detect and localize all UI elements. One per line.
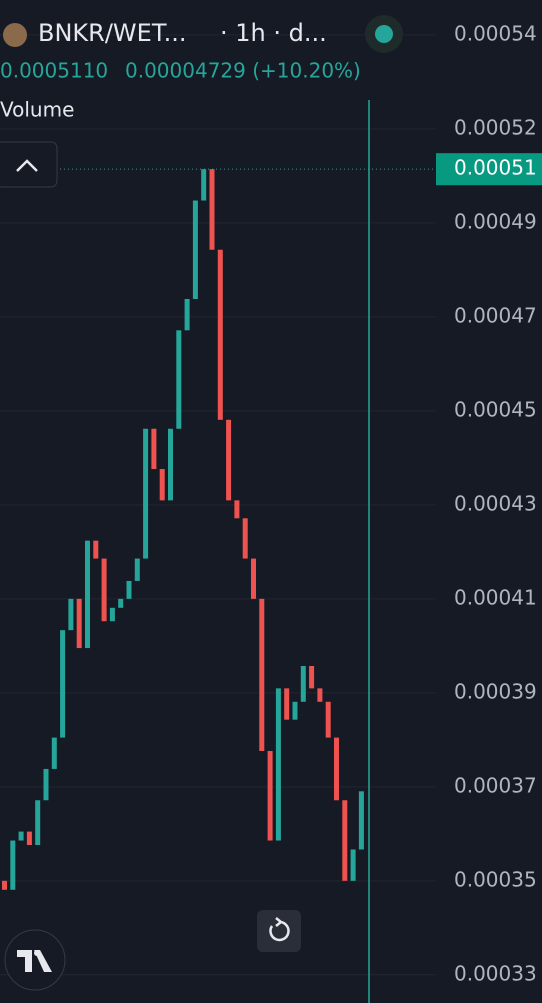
candle-body <box>209 169 215 250</box>
candle-body <box>259 598 265 752</box>
candle-body <box>35 800 41 846</box>
candle-body <box>192 200 198 299</box>
candle-body <box>51 737 57 769</box>
candle-body <box>60 630 66 738</box>
candle-body <box>109 607 115 622</box>
candle-body <box>350 849 356 881</box>
candle-body <box>342 800 348 881</box>
candle-body <box>159 469 165 501</box>
y-tick-label: 0.00047 <box>454 303 537 327</box>
candle-body <box>217 249 223 420</box>
candle-body <box>76 598 82 649</box>
candle-body <box>284 688 290 720</box>
y-tick-label: 0.00045 <box>454 397 537 421</box>
logo <box>17 950 52 972</box>
candle-body <box>93 540 99 559</box>
y-tick-label: 0.00052 <box>454 115 537 139</box>
candle-body <box>317 688 323 702</box>
y-tick-label: 0.00054 <box>454 21 537 45</box>
candle-body <box>201 169 207 201</box>
candle-body <box>168 428 173 501</box>
candle-body <box>234 500 240 519</box>
token-icon <box>3 23 27 47</box>
candle-body <box>292 701 298 720</box>
candle-body <box>85 540 90 649</box>
candle-body <box>18 831 24 841</box>
candle-body <box>358 791 364 850</box>
change: 0.00004729 (+10.20%) <box>125 59 361 83</box>
candle-body <box>226 419 232 501</box>
logo-bg[interactable] <box>4 929 66 991</box>
reset-icon <box>269 920 290 942</box>
candle-body <box>334 737 339 801</box>
candle-body <box>10 840 16 890</box>
candle-body <box>118 598 124 608</box>
candle-body <box>309 665 315 689</box>
candle-body <box>242 518 248 559</box>
y-tick-label: 0.00041 <box>454 585 537 609</box>
indicator: Volume <box>0 98 74 122</box>
y-tick-label: 0.00035 <box>454 867 537 891</box>
candle-body <box>267 751 273 841</box>
candle-body <box>176 330 182 429</box>
reset-button[interactable] <box>257 910 301 952</box>
candle-body <box>43 768 49 801</box>
last-price-tag <box>436 153 542 186</box>
price: 0.0005110 <box>0 59 108 83</box>
y-tick-label: 0.00037 <box>454 773 537 797</box>
candle-body <box>26 831 32 846</box>
interval: · 1h · d... <box>220 19 327 47</box>
candle-body <box>126 580 132 599</box>
chevron <box>16 159 38 172</box>
candle-body <box>251 558 256 599</box>
collapse-button[interactable] <box>0 141 58 188</box>
status-dot <box>375 25 393 43</box>
candle-body <box>300 665 306 702</box>
candle-body <box>101 558 107 622</box>
candle-body <box>325 701 331 738</box>
candle-body <box>68 598 74 631</box>
candle-body <box>143 428 149 559</box>
y-tick-label: 0.00033 <box>454 961 537 985</box>
candle-body <box>184 298 190 331</box>
y-tick-label: 0.00049 <box>454 209 537 233</box>
reset-arrow <box>275 917 284 927</box>
y-tick-label: 0.00043 <box>454 491 537 515</box>
candle-body <box>134 558 140 581</box>
y-tick-label: 0.00039 <box>454 679 537 703</box>
candle-body <box>2 880 7 890</box>
symbol: BNKR/WET... <box>38 19 187 47</box>
candle-body <box>151 428 157 470</box>
candle-body <box>275 688 281 841</box>
logo-dot <box>34 950 40 956</box>
last-price-label: 0.00051 <box>454 156 537 180</box>
